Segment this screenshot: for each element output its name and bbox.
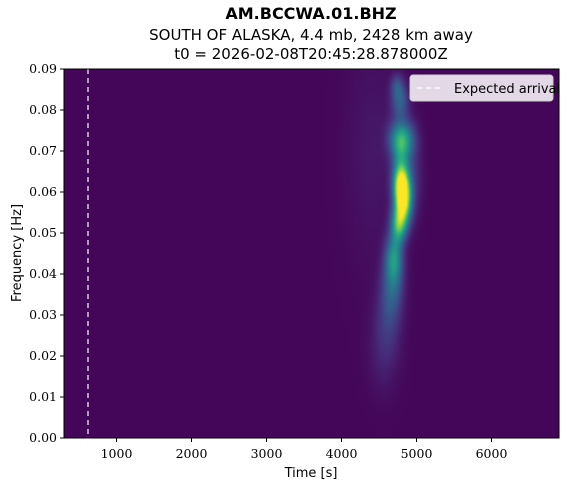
y-tick-label: 0.09 bbox=[29, 61, 57, 76]
legend-box bbox=[409, 74, 554, 102]
x-tick-label: 4000 bbox=[326, 446, 358, 461]
chart-subtitle-line1: SOUTH OF ALASKA, 4.4 mb, 2428 km away bbox=[149, 26, 473, 44]
y-tick-label: 0.07 bbox=[29, 143, 57, 158]
legend-label-expected-arrival: Expected arrival bbox=[454, 82, 560, 97]
plot-frame bbox=[63, 68, 560, 439]
chart-title: AM.BCCWA.01.BHZ bbox=[225, 4, 396, 23]
x-tick-label: 2000 bbox=[176, 446, 208, 461]
x-tick-label: 5000 bbox=[401, 446, 433, 461]
y-axis-ticks: 0.00 0.01 0.02 0.03 0.04 0.05 0.06 0.07 0.08 0.09 bbox=[29, 61, 64, 445]
x-axis-ticks: 1000 2000 3000 4000 5000 6000 bbox=[101, 438, 508, 461]
y-tick-label: 0.00 bbox=[29, 430, 57, 445]
y-tick-label: 0.02 bbox=[29, 348, 57, 363]
y-tick-label: 0.04 bbox=[29, 266, 57, 281]
x-tick-label: 1000 bbox=[101, 446, 133, 461]
x-tick-label: 3000 bbox=[251, 446, 283, 461]
y-tick-label: 0.05 bbox=[29, 225, 57, 240]
spectrogram-heatmap bbox=[64, 69, 559, 438]
y-axis-label: Frequency [Hz] bbox=[10, 204, 25, 302]
y-tick-label: 0.03 bbox=[29, 307, 57, 322]
y-tick-label: 0.01 bbox=[29, 389, 57, 404]
legend: Expected arrival bbox=[409, 74, 560, 102]
x-axis-label: Time [s] bbox=[284, 466, 338, 481]
x-tick-label: 6000 bbox=[476, 446, 508, 461]
y-tick-label: 0.08 bbox=[29, 102, 57, 117]
chart-subtitle-line2: t0 = 2026-02-08T20:45:28.878000Z bbox=[174, 45, 448, 63]
y-tick-label: 0.06 bbox=[29, 184, 57, 199]
